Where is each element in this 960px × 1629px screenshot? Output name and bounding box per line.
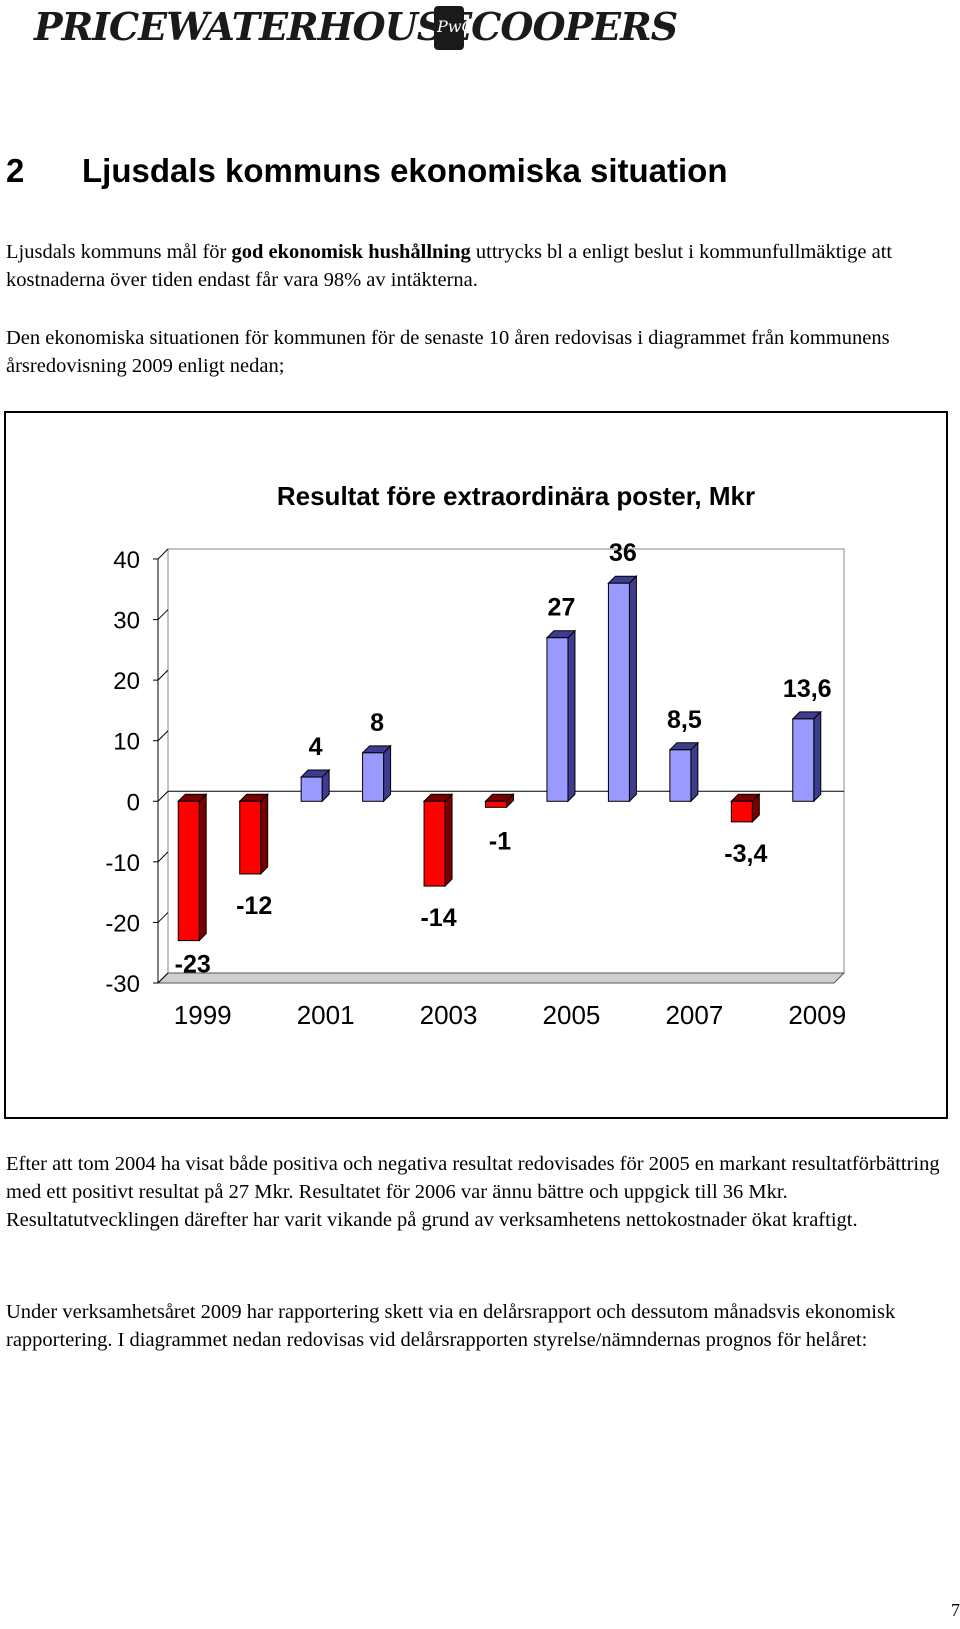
paragraph-analysis: Efter att tom 2004 ha visat både positiv… — [6, 1153, 940, 1231]
bar-side — [567, 629, 576, 803]
chart-frame: Resultat före extraordinära poster, Mkr 4… — [4, 411, 948, 1119]
x-tick-label: 2003 — [420, 1000, 478, 1030]
bar-data-label: 27 — [548, 594, 576, 622]
bar-side — [383, 744, 392, 803]
bar-data-label: -3,4 — [724, 840, 767, 868]
y-tick-label: -10 — [105, 850, 140, 877]
bar-data-label: 8 — [370, 709, 384, 737]
bar — [177, 800, 200, 942]
paragraph-goal-start: Ljusdals kommuns mål för — [6, 241, 232, 263]
section-number: 2 — [6, 152, 25, 189]
y-tick-label: -20 — [105, 910, 140, 937]
y-tick-depth — [157, 851, 169, 863]
y-tick-depth — [157, 912, 169, 923]
bar-side — [260, 793, 269, 876]
bar-data-label: 36 — [609, 539, 637, 567]
paragraph-goal: Ljusdals kommuns mål för god ekonomisk h… — [6, 238, 941, 294]
bar-side — [690, 741, 699, 803]
bar-side — [628, 575, 637, 803]
bar-data-label: -1 — [489, 827, 511, 855]
y-tick-label: 20 — [113, 668, 140, 695]
y-tick-depth — [157, 548, 169, 560]
bar — [546, 637, 569, 802]
y-tick-depth — [157, 972, 169, 984]
y-tick-label: 10 — [113, 729, 140, 756]
bar-data-label: 13,6 — [783, 675, 832, 703]
bar — [669, 749, 692, 802]
result-bar-chart: Resultat före extraordinära poster, Mkr 4… — [105, 481, 846, 1030]
bar — [730, 800, 753, 823]
chart-title: Resultat före extraordinära poster, Mkr — [277, 481, 755, 511]
y-tick-depth — [157, 730, 169, 742]
bar — [362, 752, 385, 802]
chart-floor — [156, 972, 846, 984]
bar-data-label: -14 — [420, 904, 456, 932]
x-tick-label: 2007 — [665, 1000, 723, 1030]
bar-data-label: 8,5 — [667, 706, 702, 734]
bar-side — [444, 793, 453, 888]
section-title: Ljusdals kommuns ekonomiska situation — [82, 152, 728, 189]
y-tick-label: 40 — [113, 547, 140, 574]
section-heading: 2 Ljusdals kommuns ekonomiska situation — [6, 152, 727, 190]
y-tick-label: 30 — [113, 608, 140, 635]
bar-data-label: -12 — [236, 892, 272, 920]
bar — [485, 800, 507, 808]
bar — [239, 800, 262, 875]
bar-data-label: 4 — [309, 733, 323, 761]
bar — [607, 582, 630, 802]
paragraph-reporting: Under verksamhetsåret 2009 har rapporter… — [6, 1301, 896, 1351]
bar-side — [198, 793, 207, 942]
bar-side — [813, 710, 822, 803]
logo-text: PRICEWATERHOUSECOOPERS — [34, 4, 678, 49]
x-tick-label: 2009 — [788, 1000, 846, 1030]
logo-mark-text: PwC — [437, 17, 474, 36]
paragraph-intro-chart: Den ekonomiska situationen för kommunen … — [6, 327, 890, 377]
y-tick-depth — [157, 669, 169, 681]
page-number: 7 — [951, 1600, 960, 1620]
x-tick-label: 2001 — [297, 1000, 355, 1030]
paragraph-goal-bold: god ekonomisk hushållning — [231, 241, 471, 263]
x-tick-label: 1999 — [174, 1000, 232, 1030]
y-tick-label: 0 — [127, 789, 140, 816]
y-tick-depth — [157, 609, 169, 620]
bar-data-label: -23 — [175, 951, 211, 979]
y-tick-depth — [157, 790, 169, 802]
y-tick-label: -30 — [105, 971, 140, 998]
company-logo: PRICEWATERHOUSECOOPERS — [34, 4, 678, 49]
bar — [300, 776, 323, 802]
paragraph-goal-end: uttrycks bl a enligt beslut i kommunfull… — [6, 241, 893, 291]
x-tick-label: 2005 — [543, 1000, 601, 1030]
bar — [792, 718, 815, 802]
logo-mark: PwC — [434, 6, 474, 50]
bar — [423, 800, 446, 887]
